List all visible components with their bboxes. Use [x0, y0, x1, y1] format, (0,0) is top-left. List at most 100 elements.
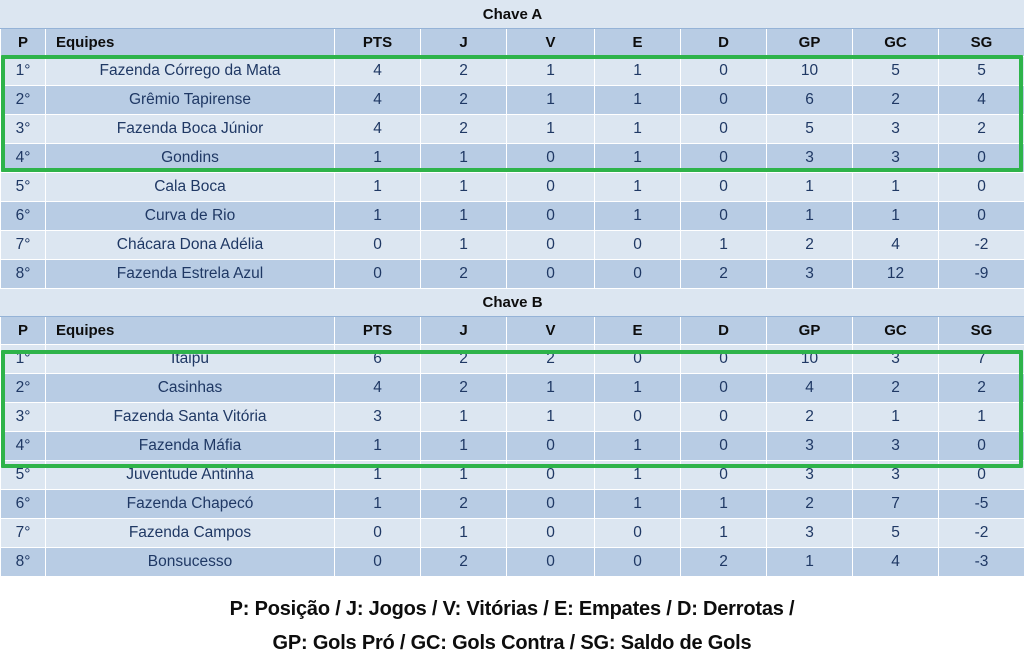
- cell-pos: 6°: [1, 202, 46, 231]
- col-header-d[interactable]: D: [681, 317, 767, 345]
- cell-gc: 2: [853, 374, 939, 403]
- cell-sg: 0: [939, 173, 1024, 202]
- cell-j: 2: [421, 57, 507, 86]
- table-row[interactable]: 1° Fazenda Córrego da Mata 4 2 1 1 0 10 …: [1, 57, 1024, 86]
- cell-j: 2: [421, 115, 507, 144]
- cell-v: 1: [507, 86, 595, 115]
- table-row[interactable]: 5° Juventude Antinha 1 1 0 1 0 3 3 0: [1, 461, 1024, 490]
- cell-d: 0: [681, 202, 767, 231]
- cell-j: 2: [421, 548, 507, 577]
- cell-pos: 3°: [1, 403, 46, 432]
- cell-gc: 3: [853, 432, 939, 461]
- cell-team: Fazenda Máfia: [46, 432, 335, 461]
- group-title-row-b: Chave B: [1, 289, 1024, 317]
- cell-v: 0: [507, 260, 595, 289]
- cell-v: 0: [507, 144, 595, 173]
- cell-gp: 1: [767, 173, 853, 202]
- table-row[interactable]: 2° Grêmio Tapirense 4 2 1 1 0 6 2 4: [1, 86, 1024, 115]
- table-row[interactable]: 7° Chácara Dona Adélia 0 1 0 0 1 2 4 -2: [1, 231, 1024, 260]
- cell-gp: 3: [767, 461, 853, 490]
- cell-gp: 3: [767, 260, 853, 289]
- cell-gp: 2: [767, 490, 853, 519]
- col-header-equipes[interactable]: Equipes: [46, 317, 335, 345]
- table-row[interactable]: 6° Curva de Rio 1 1 0 1 0 1 1 0: [1, 202, 1024, 231]
- table-row[interactable]: 4° Fazenda Máfia 1 1 0 1 0 3 3 0: [1, 432, 1024, 461]
- cell-d: 0: [681, 173, 767, 202]
- cell-sg: 1: [939, 403, 1024, 432]
- cell-pts: 0: [335, 548, 421, 577]
- table-row[interactable]: 6° Fazenda Chapecó 1 2 0 1 1 2 7 -5: [1, 490, 1024, 519]
- cell-gp: 5: [767, 115, 853, 144]
- cell-e: 1: [595, 461, 681, 490]
- col-header-gc[interactable]: GC: [853, 317, 939, 345]
- col-header-p[interactable]: P: [1, 317, 46, 345]
- cell-pts: 1: [335, 144, 421, 173]
- table-row[interactable]: 8° Bonsucesso 0 2 0 0 2 1 4 -3: [1, 548, 1024, 577]
- col-header-v[interactable]: V: [507, 317, 595, 345]
- table-row[interactable]: 5° Cala Boca 1 1 0 1 0 1 1 0: [1, 173, 1024, 202]
- cell-gp: 3: [767, 432, 853, 461]
- table-row[interactable]: 7° Fazenda Campos 0 1 0 0 1 3 5 -2: [1, 519, 1024, 548]
- cell-pos: 1°: [1, 57, 46, 86]
- cell-d: 0: [681, 115, 767, 144]
- cell-pos: 8°: [1, 548, 46, 577]
- col-header-e[interactable]: E: [595, 317, 681, 345]
- table-row[interactable]: 4° Gondins 1 1 0 1 0 3 3 0: [1, 144, 1024, 173]
- col-header-sg[interactable]: SG: [939, 317, 1024, 345]
- cell-pos: 7°: [1, 231, 46, 260]
- col-header-v[interactable]: V: [507, 29, 595, 57]
- cell-pts: 0: [335, 519, 421, 548]
- group-title-a: Chave A: [1, 1, 1024, 29]
- col-header-sg[interactable]: SG: [939, 29, 1024, 57]
- cell-sg: 0: [939, 144, 1024, 173]
- column-header-row-a: P Equipes PTS J V E D GP GC SG: [1, 29, 1024, 57]
- cell-d: 0: [681, 374, 767, 403]
- col-header-e[interactable]: E: [595, 29, 681, 57]
- cell-j: 1: [421, 144, 507, 173]
- table-row[interactable]: 1° Itaipu 6 2 2 0 0 10 3 7: [1, 345, 1024, 374]
- group-title-b: Chave B: [1, 289, 1024, 317]
- cell-team: Chácara Dona Adélia: [46, 231, 335, 260]
- cell-gc: 3: [853, 345, 939, 374]
- col-header-pts[interactable]: PTS: [335, 317, 421, 345]
- cell-team: Fazenda Santa Vitória: [46, 403, 335, 432]
- col-header-pts[interactable]: PTS: [335, 29, 421, 57]
- cell-team: Fazenda Chapecó: [46, 490, 335, 519]
- col-header-gc[interactable]: GC: [853, 29, 939, 57]
- cell-v: 0: [507, 519, 595, 548]
- cell-e: 1: [595, 144, 681, 173]
- column-header-row-b: P Equipes PTS J V E D GP GC SG: [1, 317, 1024, 345]
- col-header-j[interactable]: J: [421, 29, 507, 57]
- cell-sg: 0: [939, 461, 1024, 490]
- cell-pos: 2°: [1, 374, 46, 403]
- cell-team: Gondins: [46, 144, 335, 173]
- cell-pts: 1: [335, 173, 421, 202]
- table-row[interactable]: 3° Fazenda Boca Júnior 4 2 1 1 0 5 3 2: [1, 115, 1024, 144]
- table-row[interactable]: 2° Casinhas 4 2 1 1 0 4 2 2: [1, 374, 1024, 403]
- cell-pts: 4: [335, 57, 421, 86]
- cell-team: Casinhas: [46, 374, 335, 403]
- cell-gc: 2: [853, 86, 939, 115]
- cell-v: 0: [507, 432, 595, 461]
- cell-e: 1: [595, 57, 681, 86]
- cell-pos: 8°: [1, 260, 46, 289]
- col-header-gp[interactable]: GP: [767, 29, 853, 57]
- col-header-equipes[interactable]: Equipes: [46, 29, 335, 57]
- cell-d: 1: [681, 490, 767, 519]
- cell-pts: 4: [335, 374, 421, 403]
- col-header-p[interactable]: P: [1, 29, 46, 57]
- cell-pts: 1: [335, 202, 421, 231]
- col-header-j[interactable]: J: [421, 317, 507, 345]
- cell-gc: 1: [853, 202, 939, 231]
- table-row[interactable]: 8° Fazenda Estrela Azul 0 2 0 0 2 3 12 -…: [1, 260, 1024, 289]
- cell-pos: 7°: [1, 519, 46, 548]
- col-header-gp[interactable]: GP: [767, 317, 853, 345]
- cell-sg: -9: [939, 260, 1024, 289]
- cell-pos: 3°: [1, 115, 46, 144]
- cell-gc: 3: [853, 144, 939, 173]
- col-header-d[interactable]: D: [681, 29, 767, 57]
- cell-j: 2: [421, 374, 507, 403]
- table-row[interactable]: 3° Fazenda Santa Vitória 3 1 1 0 0 2 1 1: [1, 403, 1024, 432]
- cell-v: 0: [507, 202, 595, 231]
- cell-v: 1: [507, 57, 595, 86]
